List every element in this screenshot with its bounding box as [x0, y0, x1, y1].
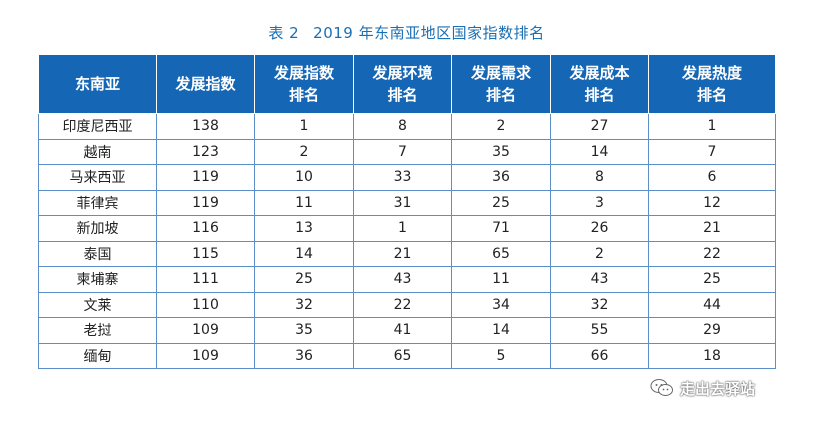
- index-rank-cell: 11: [254, 189, 354, 216]
- heat-rank-cell: 22: [648, 240, 776, 267]
- wechat-icon: [650, 379, 673, 396]
- column-header-index-rank: 发展指数 排名: [254, 54, 354, 114]
- watermark-text: 走出去驿站: [680, 379, 756, 398]
- column-header-index: 发展指数: [156, 54, 255, 114]
- development-index-cell: 138: [156, 113, 255, 140]
- index-rank-cell: 1: [254, 113, 354, 140]
- column-header-demand-rank: 发展需求 排名: [451, 54, 551, 114]
- development-index-cell: 123: [156, 138, 255, 165]
- heat-rank-cell: 44: [648, 291, 776, 318]
- development-index-cell: 115: [156, 240, 255, 267]
- index-rank-cell: 25: [254, 266, 354, 293]
- environment-rank-cell: 7: [353, 138, 452, 165]
- demand-rank-cell: 25: [451, 189, 551, 216]
- table-body: 印度尼西亚 138 1 8 2 27 1 越南 123 2 7 35 14 7 马来西亚 119 10 33 36 8…: [38, 113, 776, 369]
- column-header-region: 东南亚: [38, 54, 157, 114]
- ranking-table: 东南亚 发展指数 发展指数 排名 发展环境 排名 发展需求 排名 发展成本 排名 发展热…: [38, 54, 776, 369]
- index-rank-cell: 35: [254, 317, 354, 344]
- development-index-cell: 110: [156, 291, 255, 318]
- cost-rank-cell: 8: [550, 164, 649, 191]
- demand-rank-cell: 65: [451, 240, 551, 267]
- heat-rank-cell: 21: [648, 215, 776, 242]
- index-rank-cell: 14: [254, 240, 354, 267]
- environment-rank-cell: 43: [353, 266, 452, 293]
- environment-rank-cell: 1: [353, 215, 452, 242]
- index-rank-cell: 13: [254, 215, 354, 242]
- development-index-cell: 119: [156, 189, 255, 216]
- country-cell: 柬埔寨: [38, 266, 157, 293]
- demand-rank-cell: 34: [451, 291, 551, 318]
- environment-rank-cell: 65: [353, 342, 452, 369]
- table-row: 马来西亚 119 10 33 36 8 6: [38, 164, 776, 191]
- column-header-heat-rank: 发展热度 排名: [648, 54, 776, 114]
- table-header-row: 东南亚 发展指数 发展指数 排名 发展环境 排名 发展需求 排名 发展成本 排名 发展热…: [38, 54, 776, 114]
- index-rank-cell: 10: [254, 164, 354, 191]
- table-caption: 表 2 2019 年东南亚地区国家指数排名: [0, 22, 813, 43]
- environment-rank-cell: 8: [353, 113, 452, 140]
- table-row: 缅甸 109 36 65 5 66 18: [38, 342, 776, 369]
- cost-rank-cell: 55: [550, 317, 649, 344]
- country-cell: 文莱: [38, 291, 157, 318]
- country-cell: 新加坡: [38, 215, 157, 242]
- heat-rank-cell: 29: [648, 317, 776, 344]
- table-row: 印度尼西亚 138 1 8 2 27 1: [38, 113, 776, 140]
- development-index-cell: 111: [156, 266, 255, 293]
- table-row: 文莱 110 32 22 34 32 44: [38, 291, 776, 318]
- development-index-cell: 109: [156, 342, 255, 369]
- country-cell: 菲律宾: [38, 189, 157, 216]
- cost-rank-cell: 32: [550, 291, 649, 318]
- index-rank-cell: 2: [254, 138, 354, 165]
- index-rank-cell: 36: [254, 342, 354, 369]
- environment-rank-cell: 21: [353, 240, 452, 267]
- heat-rank-cell: 18: [648, 342, 776, 369]
- cost-rank-cell: 2: [550, 240, 649, 267]
- demand-rank-cell: 36: [451, 164, 551, 191]
- development-index-cell: 109: [156, 317, 255, 344]
- table-row: 菲律宾 119 11 31 25 3 12: [38, 189, 776, 216]
- country-cell: 缅甸: [38, 342, 157, 369]
- cost-rank-cell: 14: [550, 138, 649, 165]
- environment-rank-cell: 31: [353, 189, 452, 216]
- cost-rank-cell: 26: [550, 215, 649, 242]
- demand-rank-cell: 11: [451, 266, 551, 293]
- development-index-cell: 116: [156, 215, 255, 242]
- demand-rank-cell: 14: [451, 317, 551, 344]
- demand-rank-cell: 2: [451, 113, 551, 140]
- watermark: 走出去驿站: [650, 375, 755, 401]
- cost-rank-cell: 3: [550, 189, 649, 216]
- environment-rank-cell: 41: [353, 317, 452, 344]
- country-cell: 马来西亚: [38, 164, 157, 191]
- demand-rank-cell: 71: [451, 215, 551, 242]
- development-index-cell: 119: [156, 164, 255, 191]
- country-cell: 老挝: [38, 317, 157, 344]
- table-row: 泰国 115 14 21 65 2 22: [38, 240, 776, 267]
- demand-rank-cell: 5: [451, 342, 551, 369]
- table-row: 老挝 109 35 41 14 55 29: [38, 317, 776, 344]
- table-row: 柬埔寨 111 25 43 11 43 25: [38, 266, 776, 293]
- cost-rank-cell: 66: [550, 342, 649, 369]
- heat-rank-cell: 1: [648, 113, 776, 140]
- column-header-cost-rank: 发展成本 排名: [550, 54, 649, 114]
- country-cell: 越南: [38, 138, 157, 165]
- demand-rank-cell: 35: [451, 138, 551, 165]
- table-number: 表 2: [268, 24, 300, 42]
- heat-rank-cell: 12: [648, 189, 776, 216]
- environment-rank-cell: 22: [353, 291, 452, 318]
- table-row: 越南 123 2 7 35 14 7: [38, 138, 776, 165]
- table-row: 新加坡 116 13 1 71 26 21: [38, 215, 776, 242]
- index-rank-cell: 32: [254, 291, 354, 318]
- heat-rank-cell: 7: [648, 138, 776, 165]
- heat-rank-cell: 6: [648, 164, 776, 191]
- cost-rank-cell: 27: [550, 113, 649, 140]
- country-cell: 泰国: [38, 240, 157, 267]
- column-header-environment-rank: 发展环境 排名: [353, 54, 452, 114]
- table-title: 2019 年东南亚地区国家指数排名: [313, 24, 545, 42]
- country-cell: 印度尼西亚: [38, 113, 157, 140]
- heat-rank-cell: 25: [648, 266, 776, 293]
- environment-rank-cell: 33: [353, 164, 452, 191]
- cost-rank-cell: 43: [550, 266, 649, 293]
